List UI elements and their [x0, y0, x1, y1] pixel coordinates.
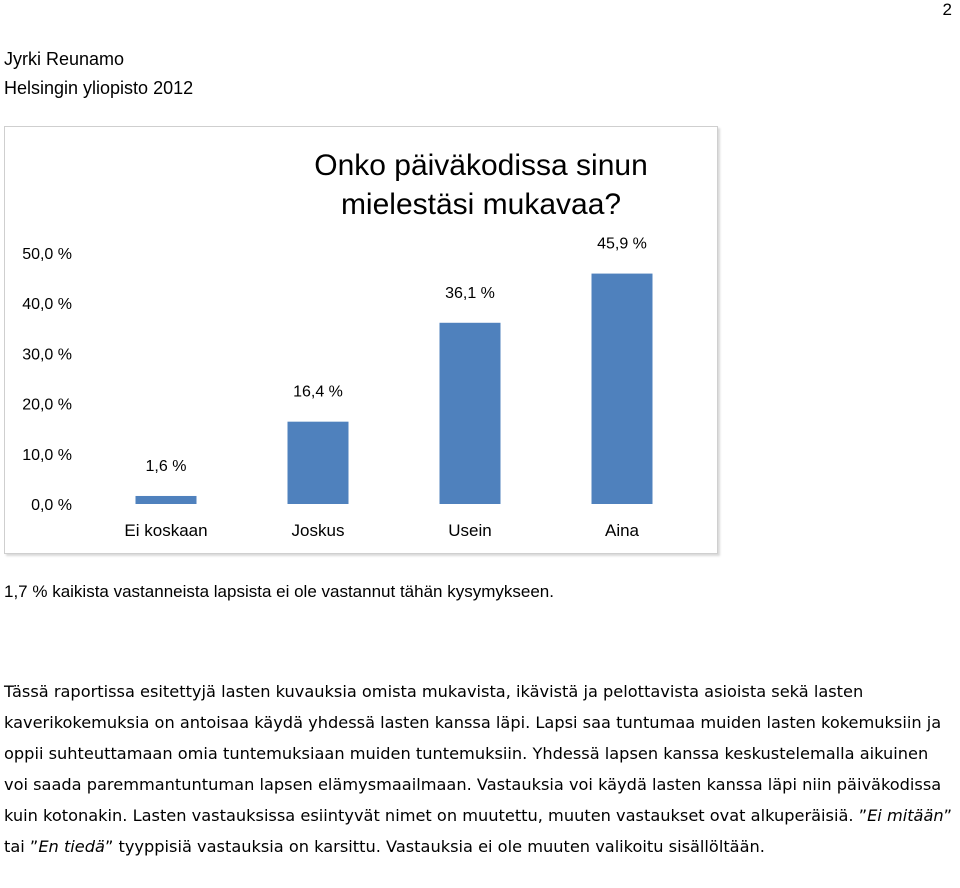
chart-title: Onko päiväkodissa sinun mielestäsi mukav… — [314, 149, 648, 221]
y-tick-label: 30,0 % — [22, 346, 72, 363]
body-paragraph: Tässä raportissa esitettyjä lasten kuvau… — [4, 676, 956, 862]
missing-response-note: 1,7 % kaikista vastanneista lapsista ei … — [4, 582, 554, 601]
page-number: 2 — [942, 0, 952, 19]
data-label: 45,9 % — [597, 236, 647, 253]
body-text-connector: tai — [4, 837, 30, 856]
x-tick-label: Ei koskaan — [124, 521, 207, 540]
x-tick-label: Aina — [605, 521, 640, 540]
body-text-part-2: tyyppisiä vastauksia on karsittu. Vastau… — [113, 837, 765, 856]
x-axis-tick-labels: Ei koskaan Joskus Usein Aina — [124, 521, 639, 540]
data-labels: 1,6 % 16,4 % 36,1 % 45,9 % — [146, 236, 647, 475]
document-header: Jyrki Reunamo Helsingin yliopisto 2012 — [4, 45, 193, 103]
quote-mark: ” — [29, 837, 39, 856]
example-answer-1: Ei mitään — [867, 806, 944, 825]
y-tick-label: 0,0 % — [31, 497, 72, 514]
y-tick-label: 10,0 % — [22, 447, 72, 464]
chart-frame — [4, 126, 718, 554]
y-tick-label: 40,0 % — [22, 296, 72, 313]
author-name: Jyrki Reunamo — [4, 49, 125, 69]
bar — [591, 273, 653, 504]
data-label: 36,1 % — [445, 285, 495, 302]
quote-mark: ” — [104, 837, 114, 856]
x-tick-label: Joskus — [292, 521, 345, 540]
y-tick-label: 20,0 % — [22, 397, 72, 414]
y-tick-label: 50,0 % — [22, 246, 72, 263]
bar-series — [135, 273, 653, 504]
quote-mark: ” — [858, 806, 868, 825]
body-text-part-1: Tässä raportissa esitettyjä lasten kuvau… — [4, 682, 942, 825]
quote-mark: ” — [943, 806, 953, 825]
bar — [287, 421, 349, 504]
data-label: 16,4 % — [293, 384, 343, 401]
bar — [135, 495, 197, 504]
bar — [439, 322, 501, 504]
example-answer-2: En tiedä — [38, 837, 105, 856]
data-label: 1,6 % — [146, 458, 187, 475]
institution-year: Helsingin yliopisto 2012 — [4, 78, 194, 98]
y-axis-tick-labels: 0,0 % 10,0 % 20,0 % 30,0 % 40,0 % 50,0 % — [22, 246, 72, 514]
x-tick-label: Usein — [448, 521, 491, 540]
